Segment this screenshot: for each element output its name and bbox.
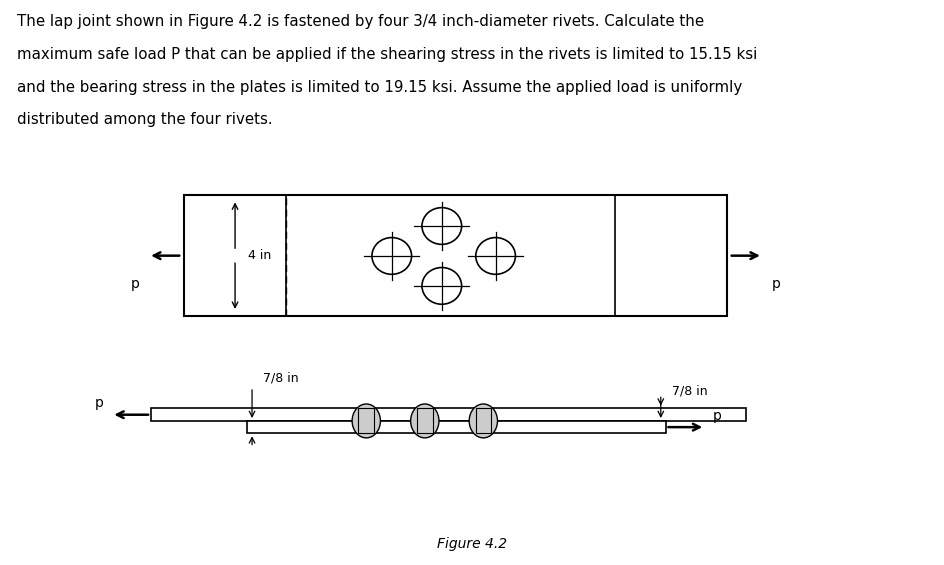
Bar [151,408,746,421]
Text: 7/8 in: 7/8 in [263,372,299,385]
Text: p: p [771,277,781,291]
Text: distributed among the four rivets.: distributed among the four rivets. [17,112,273,128]
Text: 4 in: 4 in [248,249,272,262]
Ellipse shape [476,237,515,275]
Text: 7/8 in: 7/8 in [672,384,708,397]
Bar [359,408,374,433]
Text: The lap joint shown in Figure 4.2 is fastened by four 3/4 inch-diameter rivets. : The lap joint shown in Figure 4.2 is fas… [17,14,704,29]
Bar [476,408,491,433]
Ellipse shape [372,237,412,275]
Ellipse shape [411,404,439,438]
Text: p: p [94,396,104,410]
Text: Figure 4.2: Figure 4.2 [437,537,507,551]
Bar [417,408,432,433]
Bar [247,421,666,433]
Text: maximum safe load P that can be applied if the shearing stress in the rivets is : maximum safe load P that can be applied … [17,47,757,62]
Text: and the bearing stress in the plates is limited to 19.15 ksi. Assume the applied: and the bearing stress in the plates is … [17,80,742,95]
Text: p: p [130,277,140,291]
Bar [184,195,727,316]
Ellipse shape [422,207,462,244]
Ellipse shape [422,267,462,304]
Ellipse shape [469,404,497,438]
Text: p: p [713,408,722,423]
Ellipse shape [352,404,380,438]
